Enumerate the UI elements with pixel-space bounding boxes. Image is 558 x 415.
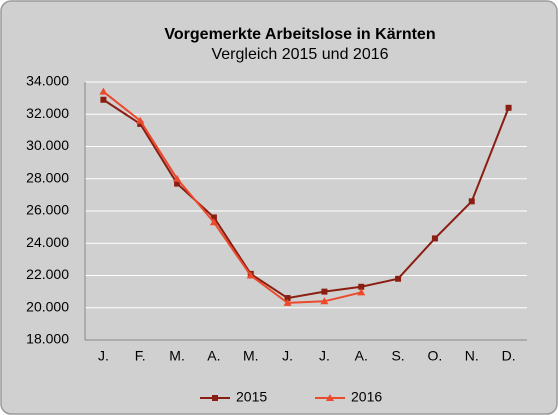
chart-subtitle: Vergleich 2015 und 2016 bbox=[211, 46, 388, 63]
x-tick-label: D. bbox=[502, 348, 516, 364]
marker bbox=[468, 198, 475, 205]
y-tick-label: 26.000 bbox=[26, 202, 69, 218]
marker bbox=[99, 87, 108, 95]
marker bbox=[136, 116, 145, 124]
series-line bbox=[102, 98, 510, 300]
y-tick-label: 28.000 bbox=[26, 169, 69, 185]
x-tick-label: N. bbox=[465, 348, 479, 364]
y-tick-label: 20.000 bbox=[26, 298, 69, 314]
marker bbox=[283, 298, 292, 306]
x-tick-label: S. bbox=[391, 348, 404, 364]
x-tick-label: F. bbox=[135, 348, 146, 364]
y-tick-label: 34.000 bbox=[26, 73, 69, 89]
marker bbox=[358, 283, 365, 290]
marker bbox=[357, 288, 366, 296]
x-tick-label: M. bbox=[169, 348, 185, 364]
legend-label: 2015 bbox=[236, 389, 267, 405]
y-tick-label: 24.000 bbox=[26, 234, 69, 250]
y-tick-label: 18.000 bbox=[26, 331, 69, 347]
marker bbox=[137, 120, 144, 127]
marker bbox=[320, 297, 329, 305]
legend-marker bbox=[326, 394, 334, 401]
y-tick-label: 22.000 bbox=[26, 266, 69, 282]
marker bbox=[431, 235, 438, 242]
legend-label: 2016 bbox=[351, 389, 382, 405]
marker bbox=[321, 288, 328, 295]
series-line bbox=[102, 90, 362, 304]
marker bbox=[284, 295, 291, 302]
marker bbox=[174, 180, 181, 187]
y-tick-label: 32.000 bbox=[26, 105, 69, 121]
y-tick-label: 30.000 bbox=[26, 137, 69, 153]
marker bbox=[100, 96, 107, 103]
x-tick-label: J. bbox=[282, 348, 293, 364]
x-tick-label: A. bbox=[355, 348, 368, 364]
chart-title: Vorgemerkte Arbeitslose in Kärnten bbox=[164, 26, 435, 43]
x-tick-label: O. bbox=[428, 348, 443, 364]
x-tick-label: J. bbox=[98, 348, 109, 364]
legend-marker bbox=[212, 395, 218, 401]
marker bbox=[395, 275, 402, 282]
marker bbox=[246, 271, 255, 279]
x-tick-label: A. bbox=[207, 348, 220, 364]
marker bbox=[209, 218, 218, 226]
marker bbox=[505, 104, 512, 111]
marker bbox=[210, 214, 217, 221]
x-tick-label: J. bbox=[319, 348, 330, 364]
marker bbox=[173, 174, 182, 182]
x-tick-label: M. bbox=[243, 348, 259, 364]
